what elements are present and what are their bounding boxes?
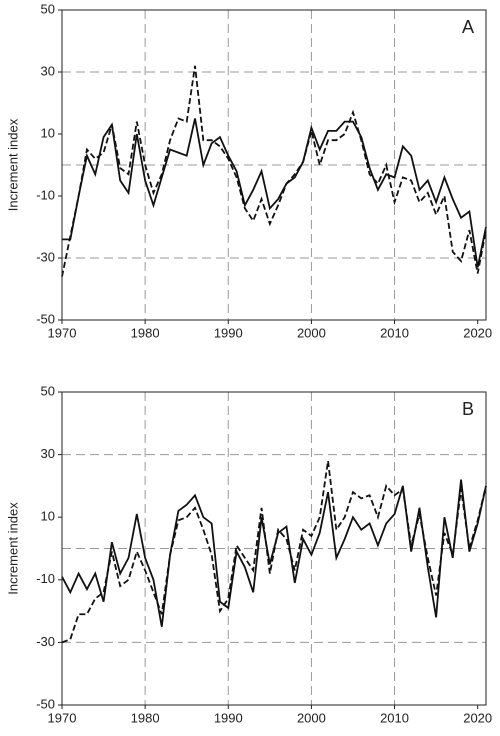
y-tick-label: 50 <box>41 1 55 16</box>
x-tick-label: 1980 <box>131 325 160 340</box>
panel-label: B <box>462 399 474 419</box>
x-tick-label: 1980 <box>131 710 160 725</box>
x-tick-label: 2020 <box>463 710 492 725</box>
x-tick-label: 2010 <box>380 710 409 725</box>
x-tick-label: 2000 <box>297 710 326 725</box>
y-tick-label: 30 <box>41 446 55 461</box>
series-line <box>61 460 487 644</box>
x-tick-label: 2000 <box>297 325 326 340</box>
y-tick-label: 10 <box>41 125 55 140</box>
y-tick-label: -50 <box>36 696 55 711</box>
plot-frame <box>61 9 487 321</box>
y-tick-label: -10 <box>36 187 55 202</box>
y-tick-label: 30 <box>41 63 55 78</box>
x-tick-label: 1990 <box>214 325 243 340</box>
series-line <box>62 118 487 268</box>
y-tick-label: -30 <box>36 249 55 264</box>
x-tick-label: 2010 <box>380 325 409 340</box>
y-axis-label: Increment index <box>5 118 20 211</box>
y-tick-label: -50 <box>36 311 55 326</box>
plot-frame <box>61 391 487 706</box>
y-tick-label: 50 <box>41 383 55 398</box>
x-tick-label: 1970 <box>48 710 77 725</box>
y-tick-label: -10 <box>36 571 55 586</box>
x-tick-label: 1990 <box>214 710 243 725</box>
y-axis-label: Increment index <box>5 502 20 595</box>
panel-label: A <box>462 17 474 37</box>
x-tick-label: 2020 <box>463 325 492 340</box>
y-tick-label: -30 <box>36 634 55 649</box>
series-line <box>61 479 487 627</box>
y-tick-label: 10 <box>41 509 55 524</box>
series-line <box>61 65 487 277</box>
x-tick-label: 1970 <box>48 325 77 340</box>
